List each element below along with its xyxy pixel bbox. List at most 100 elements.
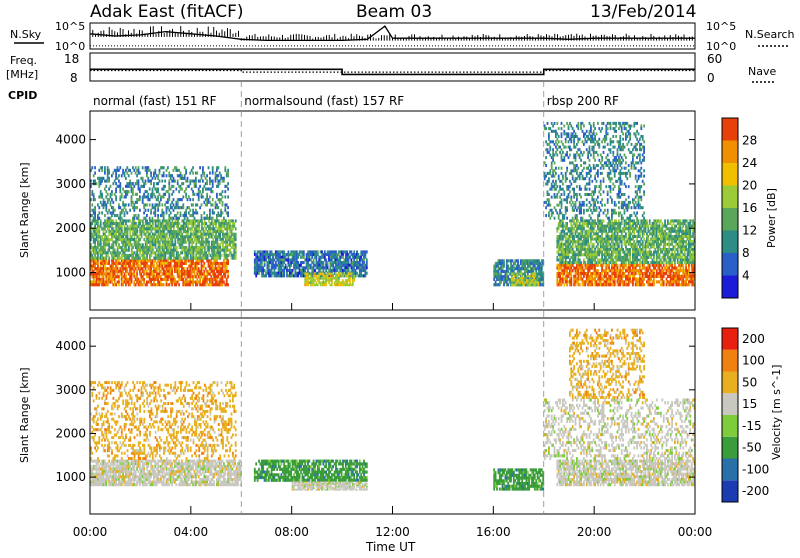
power-cell <box>115 182 117 185</box>
power-cell <box>173 227 175 230</box>
power-cell <box>124 172 126 175</box>
power-cell <box>205 222 207 225</box>
power-cell <box>573 227 575 230</box>
power-cell <box>98 283 100 286</box>
power-cell <box>154 172 156 175</box>
power-cell <box>572 264 574 267</box>
power-cell <box>149 257 151 260</box>
power-cell <box>154 195 156 198</box>
power-cell <box>159 243 161 246</box>
power-cell <box>222 195 224 198</box>
power-cell <box>106 257 108 260</box>
power-cell <box>591 280 593 283</box>
cpid-label: CPID <box>8 89 37 102</box>
power-cell <box>113 243 115 246</box>
power-cell <box>138 185 140 188</box>
power-cell <box>563 283 565 286</box>
power-cell <box>154 209 156 212</box>
power-cell <box>198 267 200 270</box>
power-cell <box>152 217 154 220</box>
cpid-mode-0: normal (fast) 151 RF <box>93 94 217 108</box>
power-cell <box>199 190 201 193</box>
power-cell <box>565 259 567 262</box>
power-cell <box>117 214 119 217</box>
freq-series <box>90 69 695 74</box>
power-cell <box>674 264 676 267</box>
power-cell <box>126 193 128 196</box>
power-cell <box>168 195 170 198</box>
power-cell <box>114 257 116 260</box>
power-cell <box>224 275 226 278</box>
power-cell <box>643 283 645 286</box>
power-cell <box>614 283 616 286</box>
power-cell <box>583 275 585 278</box>
power-cell <box>128 190 130 193</box>
power-heatmap <box>90 122 695 286</box>
nave-ytick-bottom: 0 <box>707 71 715 85</box>
power-cell <box>192 209 194 212</box>
power-cell <box>133 273 135 276</box>
power-cell <box>114 209 116 212</box>
power-cell <box>206 214 208 217</box>
power-cell <box>171 273 173 276</box>
power-cell <box>148 230 150 233</box>
power-cell <box>572 232 574 235</box>
power-cell <box>562 219 564 222</box>
power-cell <box>94 172 96 175</box>
power-cell <box>132 190 134 193</box>
power-cell <box>222 230 224 233</box>
power-cell <box>100 243 102 246</box>
radar-title: Adak East (fitACF) <box>90 2 244 22</box>
power-cell <box>227 169 229 172</box>
power-cell <box>566 232 568 235</box>
power-cell <box>216 217 218 220</box>
power-cell <box>575 256 577 259</box>
power-cell <box>173 198 175 201</box>
freq-label-2: [MHz] <box>6 68 38 81</box>
power-cell <box>135 214 137 217</box>
power-cell <box>563 272 565 275</box>
power-cell <box>171 193 173 196</box>
power-cell <box>185 172 187 175</box>
power-cell <box>580 238 582 241</box>
power-cell <box>164 180 166 183</box>
power-cell <box>688 264 690 267</box>
power-cell <box>313 261 315 264</box>
power-cell <box>108 243 110 246</box>
power-cell <box>173 203 175 206</box>
power-cell <box>227 172 229 175</box>
power-cell <box>104 249 106 252</box>
power-cell <box>97 262 99 265</box>
power-cell <box>203 262 205 265</box>
power-cell <box>192 190 194 193</box>
power-cell <box>199 185 201 188</box>
power-cell <box>202 195 204 198</box>
power-cell <box>177 182 179 185</box>
nsky-label: N.Sky <box>10 28 42 41</box>
power-cell <box>126 172 128 175</box>
power-cell <box>115 195 117 198</box>
power-cell <box>285 256 287 259</box>
power-cell <box>128 203 130 206</box>
power-cell <box>170 188 172 191</box>
power-cell <box>223 180 225 183</box>
power-cell <box>649 264 651 267</box>
power-cell <box>150 182 152 185</box>
power-cell <box>132 246 134 249</box>
power-cell <box>157 214 159 217</box>
power-cell <box>107 283 109 286</box>
power-cell <box>572 248 574 251</box>
power-cell <box>195 209 197 212</box>
power-cell <box>147 195 149 198</box>
power-cell <box>217 174 219 177</box>
power-cell <box>125 209 127 212</box>
power-cell <box>573 238 575 241</box>
power-cell <box>142 275 144 278</box>
power-cell <box>235 227 237 230</box>
freq-line <box>90 69 695 74</box>
power-cell <box>223 281 225 284</box>
power-cell <box>142 283 144 286</box>
power-cell <box>292 269 294 272</box>
power-cell <box>195 275 197 278</box>
